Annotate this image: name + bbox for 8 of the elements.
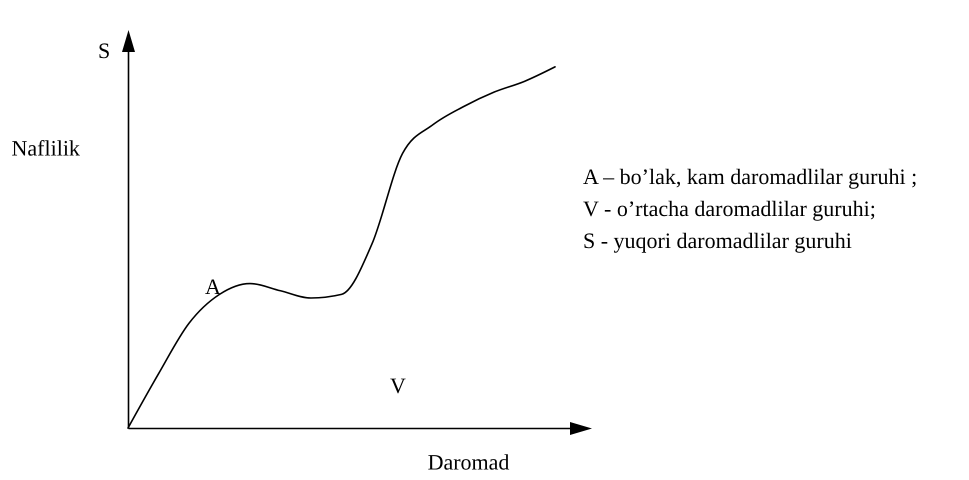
y-axis-title: Naflilik (12, 136, 80, 160)
text: V - o’rtacha daromadlilar guruhi; (583, 196, 876, 221)
annotation: V (390, 373, 406, 398)
annotation: A (205, 274, 221, 299)
text: S - yuqori daromadlilar guruhi (583, 228, 852, 253)
text: A – bo’lak, kam daromadlilar guruhi ; (583, 164, 918, 189)
x-axis-title: Daromad (428, 450, 510, 474)
text: S (98, 38, 110, 63)
